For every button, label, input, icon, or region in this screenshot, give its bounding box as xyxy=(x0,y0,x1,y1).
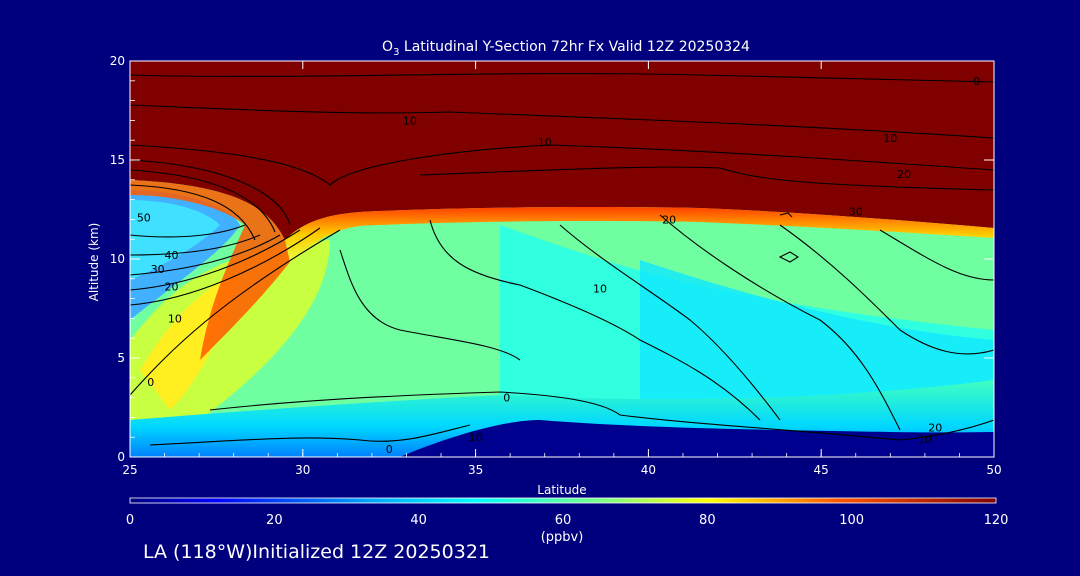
y-tick-label: 15 xyxy=(110,153,125,167)
y-tick-label: 20 xyxy=(110,54,125,68)
x-axis-label: Latitude xyxy=(537,483,586,497)
contour-label: 20 xyxy=(662,213,676,226)
footer-caption: LA (118°W)Initialized 12Z 20250321 xyxy=(143,541,490,563)
contour-label: 10 xyxy=(593,283,607,296)
contour-label: 0 xyxy=(147,376,154,389)
contour-label: 50 xyxy=(137,211,151,224)
colorbar xyxy=(129,497,997,504)
y-tick-label: 10 xyxy=(110,252,125,266)
chart-title: O3 Latitudinal Y-Section 72hr Fx Valid 1… xyxy=(382,39,750,58)
contour-label: 0 xyxy=(386,443,393,456)
colorbar-tick-label: 0 xyxy=(126,513,134,528)
x-tick-label: 40 xyxy=(641,463,656,477)
title-rest: Latitudinal Y-Section 72hr Fx Valid 12Z … xyxy=(399,39,750,55)
y-axis-ticks: 0 5 10 15 20 xyxy=(110,54,994,464)
x-tick-label: 30 xyxy=(295,463,310,477)
colorbar-tick-label: 80 xyxy=(699,513,716,528)
x-axis-ticks: 25 30 35 40 45 50 xyxy=(122,61,1002,477)
x-tick-label: 50 xyxy=(986,463,1001,477)
contour-label: 10 xyxy=(168,312,182,325)
contour-label: 30 xyxy=(151,263,165,276)
title-subscript: 3 xyxy=(393,47,399,58)
contour-label: 10 xyxy=(918,433,932,446)
contour-label: 20 xyxy=(897,168,911,181)
colorbar-ticks: 0 20 40 60 80 100 120 xyxy=(126,513,1009,528)
contour-label: 20 xyxy=(928,421,942,434)
y-tick-label: 0 xyxy=(117,450,125,464)
colorbar-unit: (ppbv) xyxy=(541,530,584,545)
colorbar-tick-label: 60 xyxy=(555,513,572,528)
contour-label: 10 xyxy=(469,431,483,444)
contour-label: 0 xyxy=(973,75,980,88)
x-tick-label: 35 xyxy=(468,463,483,477)
contour-label: 20 xyxy=(164,281,178,294)
colorbar-tick-label: 40 xyxy=(410,513,427,528)
colorbar-tick-label: 100 xyxy=(839,513,864,528)
contour-label: 10 xyxy=(883,132,897,145)
colorbar-tick-label: 20 xyxy=(266,513,283,528)
contour-label: 40 xyxy=(164,249,178,262)
colorbar-tick-label: 120 xyxy=(984,513,1009,528)
title-prefix: O xyxy=(382,39,393,55)
heatmap-fill xyxy=(130,61,994,457)
contour-label: 30 xyxy=(849,205,863,218)
contour-lines xyxy=(130,73,994,446)
contour-label: 10 xyxy=(538,136,552,149)
x-tick-label: 45 xyxy=(814,463,829,477)
y-axis-label: Altitude (km) xyxy=(87,223,101,302)
contour-label: 0 xyxy=(503,392,510,405)
y-tick-label: 5 xyxy=(117,351,125,365)
x-tick-label: 25 xyxy=(122,463,137,477)
contour-label: 10 xyxy=(403,114,417,127)
